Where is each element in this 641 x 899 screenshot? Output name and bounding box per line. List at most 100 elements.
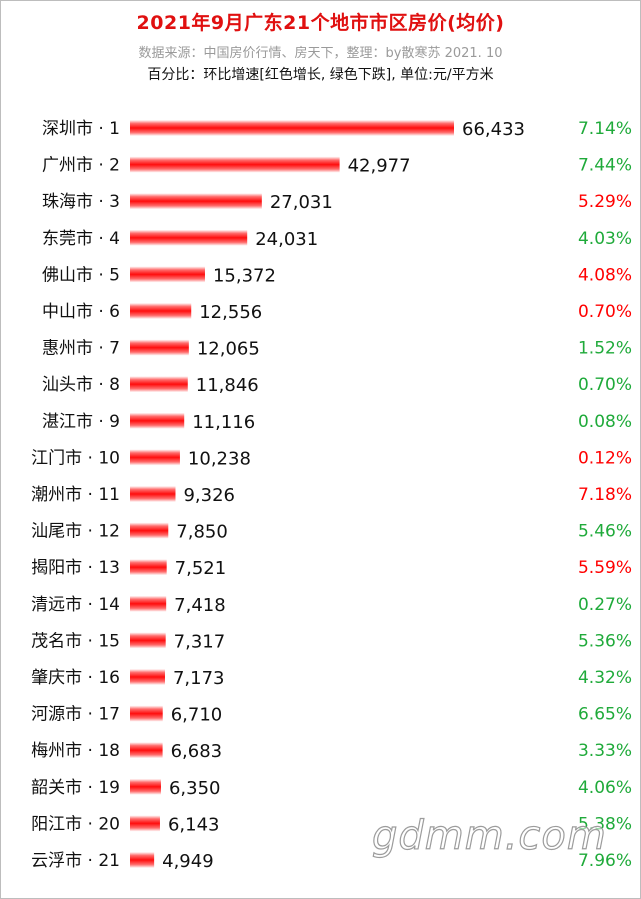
bar — [130, 705, 163, 722]
mom-change-label: 0.08% — [578, 412, 632, 432]
bar — [130, 303, 192, 319]
bar — [130, 339, 189, 356]
bar — [130, 266, 205, 283]
value-label: 12,556 — [199, 302, 262, 323]
mom-change-label: 4.08% — [578, 265, 632, 285]
value-label: 7,850 — [176, 522, 228, 543]
bar-row: 汕尾市 · 12 7,850 5.46% — [31, 522, 632, 543]
mom-change-label: 0.70% — [578, 375, 632, 395]
value-label: 6,710 — [171, 705, 223, 726]
bar — [130, 120, 454, 136]
mom-change-label: 5.36% — [578, 631, 632, 651]
value-label: 9,326 — [183, 485, 235, 506]
bar — [130, 559, 167, 576]
bar-row: 深圳市 · 1 66,433 7.14% — [42, 119, 632, 140]
mom-change-label: 5.59% — [578, 558, 632, 578]
category-label: 惠州市 · 7 — [42, 339, 120, 359]
bar-row: 潮州市 · 11 9,326 7.18% — [31, 485, 632, 506]
category-label: 阳江市 · 20 — [31, 814, 120, 834]
data-source: 数据来源：中国房价行情、房天下，整理：by散寒苏 2021. 10 — [138, 46, 503, 61]
value-label: 42,977 — [348, 156, 411, 177]
bar — [130, 522, 169, 539]
bar-row: 汕头市 · 8 11,846 0.70% — [42, 375, 632, 396]
category-label: 韶关市 · 19 — [31, 778, 120, 798]
mom-change-label: 5.46% — [578, 522, 632, 542]
bar — [130, 815, 160, 832]
watermark: gdmm.com — [371, 812, 607, 859]
mom-change-label: 5.29% — [578, 192, 632, 212]
value-label: 10,238 — [188, 448, 251, 469]
mom-change-label: 5.38% — [578, 814, 632, 834]
category-label: 河源市 · 17 — [31, 705, 120, 725]
value-label: 12,065 — [197, 339, 260, 360]
bar — [130, 193, 262, 210]
value-label: 11,846 — [196, 375, 259, 396]
bar-row: 肇庆市 · 16 7,173 4.32% — [31, 668, 632, 689]
category-label: 中山市 · 6 — [42, 302, 120, 322]
category-label: 江门市 · 10 — [31, 448, 120, 468]
bar — [130, 632, 166, 649]
bar-row: 广州市 · 2 42,977 7.44% — [42, 156, 632, 177]
category-label: 珠海市 · 3 — [42, 192, 120, 212]
bar — [130, 376, 188, 393]
value-label: 11,116 — [192, 412, 255, 433]
category-label: 深圳市 · 1 — [42, 119, 120, 139]
category-label: 茂名市 · 15 — [31, 631, 120, 651]
bar-row: 湛江市 · 9 11,116 0.08% — [42, 412, 632, 433]
bar — [130, 595, 167, 612]
category-label: 汕尾市 · 12 — [31, 522, 120, 542]
bar-row: 韶关市 · 19 6,350 4.06% — [31, 778, 632, 799]
mom-change-label: 7.18% — [578, 485, 632, 505]
value-label: 27,031 — [270, 192, 333, 213]
bar-row: 清远市 · 14 7,418 0.27% — [31, 595, 632, 616]
bar — [130, 486, 176, 502]
value-label: 66,433 — [462, 119, 525, 140]
mom-change-label: 7.44% — [578, 156, 632, 176]
bar — [130, 412, 185, 429]
chart-note: 百分比：环比增速[红色增长, 绿色下跌], 单位:元/平方米 — [147, 67, 494, 83]
bar-row: 中山市 · 6 12,556 0.70% — [42, 302, 632, 323]
bar — [130, 229, 248, 246]
bar-row: 惠州市 · 7 12,065 1.52% — [42, 339, 632, 360]
category-label: 梅州市 · 18 — [31, 741, 120, 761]
bar-row: 茂名市 · 15 7,317 5.36% — [31, 631, 632, 652]
bar-row: 珠海市 · 3 27,031 5.29% — [42, 192, 632, 213]
mom-change-label: 1.52% — [578, 339, 632, 359]
value-label: 6,683 — [171, 741, 223, 762]
category-label: 汕头市 · 8 — [42, 375, 120, 395]
value-label: 7,173 — [173, 668, 225, 689]
bar — [130, 156, 340, 173]
bar-row: 阳江市 · 20 6,143 5.38% — [31, 814, 632, 835]
bar-row: 佛山市 · 5 15,372 4.08% — [42, 265, 632, 286]
value-label: 7,521 — [175, 558, 227, 579]
bar-row: 云浮市 · 21 4,949 7.96% — [31, 851, 632, 872]
mom-change-label: 3.33% — [578, 741, 632, 761]
mom-change-label: 0.27% — [578, 595, 632, 615]
mom-change-label: 4.32% — [578, 668, 632, 688]
value-label: 6,350 — [169, 778, 221, 799]
bar — [130, 742, 163, 759]
category-label: 潮州市 · 11 — [31, 485, 120, 505]
value-label: 4,949 — [162, 851, 214, 872]
category-label: 云浮市 · 21 — [31, 851, 120, 871]
bar-row: 东莞市 · 4 24,031 4.03% — [42, 229, 632, 250]
category-label: 湛江市 · 9 — [42, 412, 120, 432]
category-label: 东莞市 · 4 — [42, 229, 120, 249]
mom-change-label: 7.14% — [578, 119, 632, 139]
value-label: 7,317 — [174, 631, 226, 652]
category-label: 肇庆市 · 16 — [31, 668, 120, 688]
mom-change-label: 0.12% — [578, 448, 632, 468]
bar — [130, 852, 155, 868]
bar-row: 揭阳市 · 13 7,521 5.59% — [31, 558, 632, 579]
category-label: 清远市 · 14 — [31, 595, 120, 615]
category-label: 佛山市 · 5 — [42, 265, 120, 285]
bar — [130, 449, 180, 466]
category-label: 揭阳市 · 13 — [31, 558, 120, 578]
bar — [130, 669, 165, 685]
value-label: 7,418 — [174, 595, 226, 616]
bar — [130, 778, 161, 795]
bar-row: 河源市 · 17 6,710 6.65% — [31, 705, 632, 726]
chart-title: 2021年9月广东21个地市市区房价(均价) — [136, 12, 505, 34]
